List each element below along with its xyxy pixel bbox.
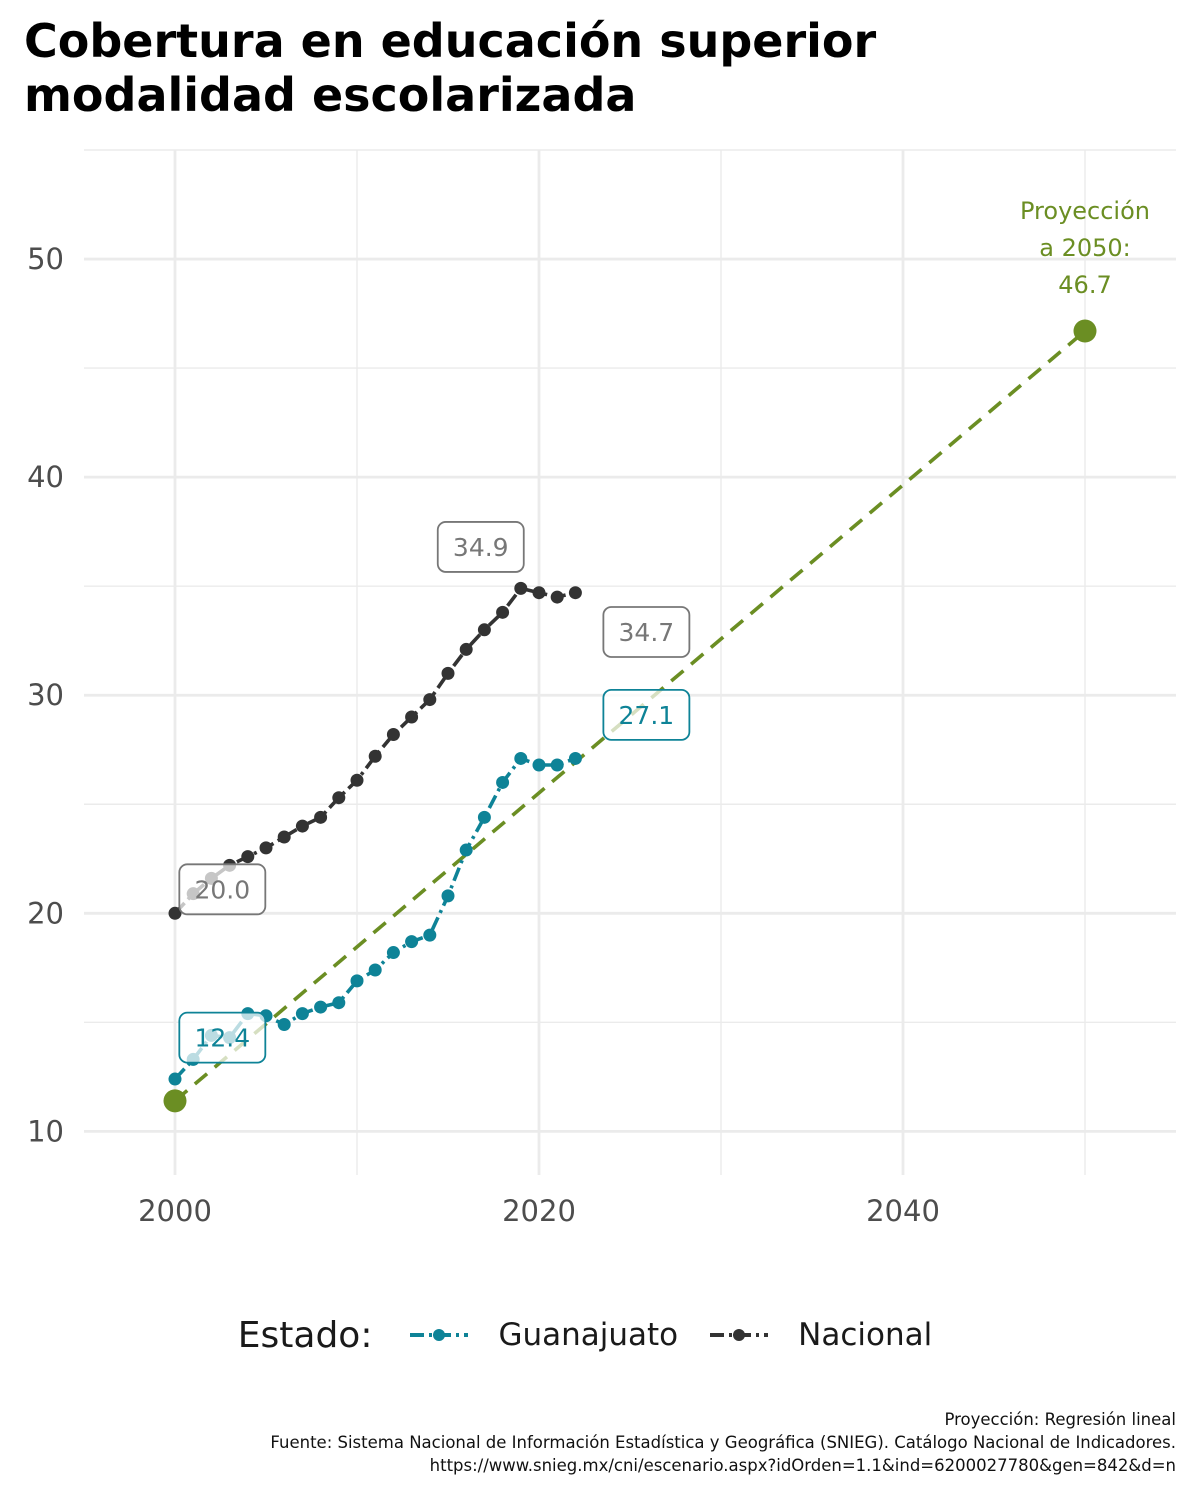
- legend-key-guanajuato: [410, 1329, 469, 1341]
- data-point-guanajuato: [532, 758, 546, 772]
- y-tick-label: 50: [27, 242, 64, 276]
- data-point-nacional: [386, 727, 400, 741]
- y-tick-label: 30: [27, 678, 64, 712]
- data-point-nacional: [550, 590, 564, 604]
- value-label-box: [436, 521, 525, 573]
- data-point-guanajuato: [168, 1072, 182, 1086]
- projection-label-line: 46.7: [1058, 271, 1111, 299]
- data-point-guanajuato: [350, 974, 364, 988]
- caption-method: Proyección: Regresión lineal: [944, 1410, 1176, 1429]
- data-point-guanajuato: [441, 889, 455, 903]
- data-point-guanajuato: [368, 963, 382, 977]
- data-point-nacional: [314, 810, 328, 824]
- x-tick-label: 2020: [502, 1194, 576, 1228]
- value-label: 34.9: [453, 533, 509, 562]
- data-point-guanajuato: [405, 935, 419, 949]
- value-label: 34.7: [619, 618, 675, 647]
- y-tick-label: 10: [27, 1114, 64, 1148]
- value-label-box: [602, 606, 691, 658]
- series-line-nacional: [173, 586, 576, 915]
- value-label: 20.0: [194, 875, 250, 904]
- legend: Estado: Guanajuato Nacional: [0, 1305, 1200, 1365]
- legend-label-nacional: Nacional: [798, 1317, 933, 1353]
- data-point-nacional: [332, 791, 346, 805]
- x-tick-label: 2000: [138, 1194, 212, 1228]
- value-labels: 20.0 34.9 34.7 12.4 27.1: [178, 521, 691, 1064]
- legend-item-guanajuato: Guanajuato: [408, 1317, 678, 1353]
- data-point-guanajuato: [568, 751, 582, 765]
- value-label: 27.1: [619, 701, 675, 730]
- projection-line: [173, 329, 1087, 1103]
- data-point-guanajuato: [295, 1007, 309, 1021]
- data-point-guanajuato: [386, 946, 400, 960]
- data-point-nacional: [277, 830, 291, 844]
- data-point-guanajuato: [477, 810, 491, 824]
- caption: Proyección: Regresión lineal Fuente: Sis…: [270, 1408, 1176, 1477]
- data-point-guanajuato: [550, 758, 564, 772]
- data-series: [168, 581, 582, 1086]
- caption-url: https://www.snieg.mx/cni/escenario.aspx?…: [429, 1456, 1176, 1475]
- projection-label-line: a 2050:: [1039, 234, 1131, 262]
- data-point-nacional: [295, 819, 309, 833]
- projection-start-point: [163, 1089, 187, 1113]
- data-point-nacional: [514, 581, 528, 595]
- data-point-nacional: [350, 773, 364, 787]
- data-point-guanajuato: [423, 928, 437, 942]
- data-point-nacional: [568, 586, 582, 600]
- legend-item-nacional: Nacional: [708, 1317, 932, 1353]
- data-point-nacional: [423, 693, 437, 707]
- projection-label-line: Proyección: [1020, 197, 1150, 225]
- data-point-guanajuato: [277, 1018, 291, 1032]
- data-point-nacional: [441, 666, 455, 680]
- value-label-box: [178, 863, 267, 916]
- data-point-guanajuato: [459, 843, 473, 857]
- axis-tick-labels: 2000 2020 2040 10 20 30 40 50: [27, 242, 940, 1228]
- projection-end-point: [1073, 319, 1097, 343]
- chart-title: Cobertura en educación superior modalida…: [24, 14, 876, 122]
- x-tick-label: 2040: [866, 1194, 940, 1228]
- data-point-guanajuato: [514, 751, 528, 765]
- legend-key-nacional: [710, 1329, 769, 1341]
- chart-title-line-2: modalidad escolarizada: [24, 68, 637, 122]
- data-point-nacional: [532, 586, 546, 600]
- data-point-nacional: [459, 642, 473, 656]
- legend-label-guanajuato: Guanajuato: [498, 1317, 679, 1353]
- data-point-guanajuato: [332, 996, 346, 1010]
- data-point-guanajuato: [314, 1000, 328, 1014]
- legend-title: Estado:: [237, 1314, 373, 1356]
- value-label: 12.4: [194, 1024, 250, 1053]
- projection: Proyección a 2050: 46.7: [163, 197, 1150, 1113]
- y-tick-label: 40: [27, 460, 64, 494]
- chart-title-line-1: Cobertura en educación superior: [24, 14, 877, 68]
- value-label-box: [178, 1011, 267, 1064]
- data-point-nacional: [477, 623, 491, 637]
- value-label-box: [602, 688, 691, 741]
- data-point-nacional: [368, 749, 382, 763]
- data-point-guanajuato: [496, 775, 510, 789]
- caption-source: Fuente: Sistema Nacional de Información …: [270, 1433, 1176, 1452]
- line-chart: 2000 2020 2040 10 20 30 40 50 Proyección a 2050:…: [27, 149, 1176, 1228]
- data-point-nacional: [405, 710, 419, 724]
- data-point-nacional: [496, 605, 510, 619]
- y-tick-label: 20: [27, 896, 64, 930]
- grid-lines: [84, 149, 1176, 1175]
- data-point-nacional: [241, 850, 255, 864]
- data-point-nacional: [259, 841, 273, 855]
- data-point-nacional: [168, 906, 182, 920]
